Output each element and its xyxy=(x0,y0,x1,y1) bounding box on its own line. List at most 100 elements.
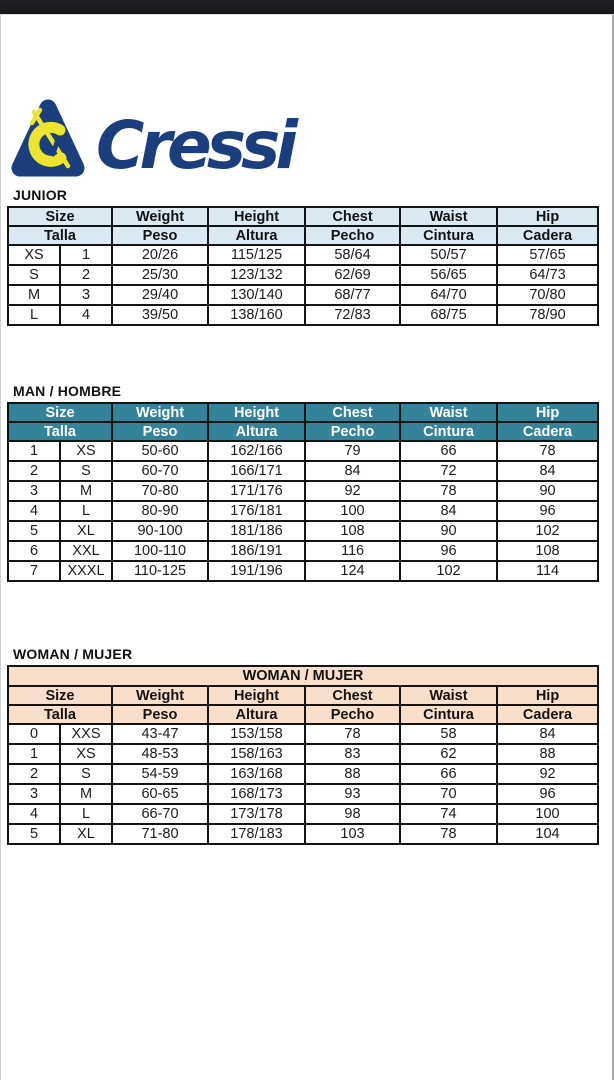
table-cell: 158/163 xyxy=(207,743,306,765)
table-cell: 7 xyxy=(7,560,61,582)
table-cell: XS xyxy=(58,440,114,462)
table-cell: 20/26 xyxy=(111,244,210,266)
table-cell: M xyxy=(59,783,113,805)
table-cell: 92 xyxy=(304,480,402,502)
junior-size-table: Size Weight Height Chest Waist Hip Talla Peso Al… xyxy=(6,206,600,326)
column-header: Cadera xyxy=(496,421,600,442)
table-cell: 90 xyxy=(399,520,499,542)
table-cell: 100 xyxy=(495,803,600,825)
column-header: Cintura xyxy=(399,704,498,725)
table-cell: XXS xyxy=(59,723,113,745)
column-header: Height xyxy=(207,402,307,423)
table-row: XS 1 20/26 115/125 58/64 50/57 57/65 xyxy=(7,244,600,266)
table-cell: 5 xyxy=(7,520,61,542)
table-cell: 78 xyxy=(399,480,499,502)
cressi-wordmark-text: Cressi xyxy=(96,107,299,184)
table-cell: 108 xyxy=(496,540,600,562)
table-cell: 62/69 xyxy=(304,264,402,286)
table-cell: 114 xyxy=(496,560,600,582)
table-cell: 116 xyxy=(304,540,402,562)
column-header: Altura xyxy=(207,421,307,442)
table-cell: 2 xyxy=(7,763,61,785)
cressi-triangle-icon xyxy=(11,99,85,177)
table-cell: 66 xyxy=(399,440,499,462)
column-header: Cadera xyxy=(496,225,600,246)
table-cell: 2 xyxy=(58,264,114,286)
table-row: L 4 39/50 138/160 72/83 68/75 78/90 xyxy=(7,304,600,326)
table-cell: 3 xyxy=(58,284,114,306)
header-row-es: Talla Peso Altura Pecho Cintura Cadera xyxy=(7,704,600,725)
table-cell: 58/64 xyxy=(304,244,402,266)
table-cell: 70/80 xyxy=(496,284,600,306)
column-header: Weight xyxy=(111,685,209,706)
table-cell: 78 xyxy=(399,823,498,845)
cressi-wordmark: Cressi xyxy=(96,107,304,184)
table-cell: 64/70 xyxy=(399,284,499,306)
table-cell: L xyxy=(59,803,113,825)
table-row: 5 XL 90-100 181/186 108 90 102 xyxy=(7,520,600,542)
page-right-edge xyxy=(612,15,614,1080)
table-cell: 60-65 xyxy=(111,783,209,805)
column-header: Chest xyxy=(304,685,401,706)
column-header: Talla xyxy=(6,225,114,246)
column-header: Waist xyxy=(399,685,498,706)
table-row: 2 S 60-70 166/171 84 72 84 xyxy=(7,460,600,482)
table-cell: 96 xyxy=(496,500,600,522)
table-cell: 62 xyxy=(399,743,498,765)
table-cell: 4 xyxy=(58,304,114,326)
table-cell: 100-110 xyxy=(111,540,210,562)
column-header: Chest xyxy=(304,206,402,227)
table-cell: L xyxy=(58,500,114,522)
table-row: 1 XS 50-60 162/166 79 66 78 xyxy=(7,440,600,462)
column-header: Altura xyxy=(207,225,307,246)
table-cell: 162/166 xyxy=(207,440,307,462)
table-cell: 43-47 xyxy=(111,723,209,745)
table-cell: 102 xyxy=(399,560,499,582)
column-header: Size xyxy=(7,685,113,706)
column-header: Talla xyxy=(7,704,113,725)
table-cell: 186/191 xyxy=(207,540,307,562)
table-cell: 57/65 xyxy=(496,244,600,266)
column-header: Height xyxy=(207,685,306,706)
table-cell: 50/57 xyxy=(399,244,499,266)
table-cell: 39/50 xyxy=(111,304,210,326)
table-cell: 72/83 xyxy=(304,304,402,326)
table-cell: 25/30 xyxy=(111,264,210,286)
header-row-es: Talla Peso Altura Pecho Cintura Cadera xyxy=(6,421,600,442)
header-row-es: Talla Peso Altura Pecho Cintura Cadera xyxy=(6,225,600,246)
table-cell: 166/171 xyxy=(207,460,307,482)
table-cell: 78 xyxy=(304,723,401,745)
table-cell: 68/77 xyxy=(304,284,402,306)
column-header: Size xyxy=(6,402,114,423)
table-cell: 74 xyxy=(399,803,498,825)
header-row-en: Size Weight Height Chest Waist Hip xyxy=(7,685,600,706)
table-cell: 78 xyxy=(496,440,600,462)
table-cell: 4 xyxy=(7,500,61,522)
table-cell: S xyxy=(59,763,113,785)
table-cell: L xyxy=(7,304,61,326)
table-row: 3 M 70-80 171/176 92 78 90 xyxy=(7,480,600,502)
table-cell: 2 xyxy=(7,460,61,482)
table-row: M 3 29/40 130/140 68/77 64/70 70/80 xyxy=(7,284,600,306)
table-cell: 176/181 xyxy=(207,500,307,522)
man-heading: MAN / HOMBRE xyxy=(13,383,122,399)
table-cell: 102 xyxy=(496,520,600,542)
table-cell: 1 xyxy=(7,743,61,765)
table-cell: 88 xyxy=(304,763,401,785)
table-cell: M xyxy=(7,284,61,306)
table-cell: 110-125 xyxy=(111,560,210,582)
table-cell: 173/178 xyxy=(207,803,306,825)
column-header: Height xyxy=(207,206,307,227)
table-cell: 103 xyxy=(304,823,401,845)
table-cell: 68/75 xyxy=(399,304,499,326)
table-cell: 98 xyxy=(304,803,401,825)
column-header: Peso xyxy=(111,225,210,246)
header-row-en: Size Weight Height Chest Waist Hip xyxy=(6,402,600,423)
table-cell: S xyxy=(58,460,114,482)
man-size-table: Size Weight Height Chest Waist Hip Talla Peso Al… xyxy=(6,402,600,582)
table-cell: 1 xyxy=(58,244,114,266)
table-cell: 3 xyxy=(7,783,61,805)
column-header: Pecho xyxy=(304,421,402,442)
table-cell: 124 xyxy=(304,560,402,582)
table-cell: 56/65 xyxy=(399,264,499,286)
